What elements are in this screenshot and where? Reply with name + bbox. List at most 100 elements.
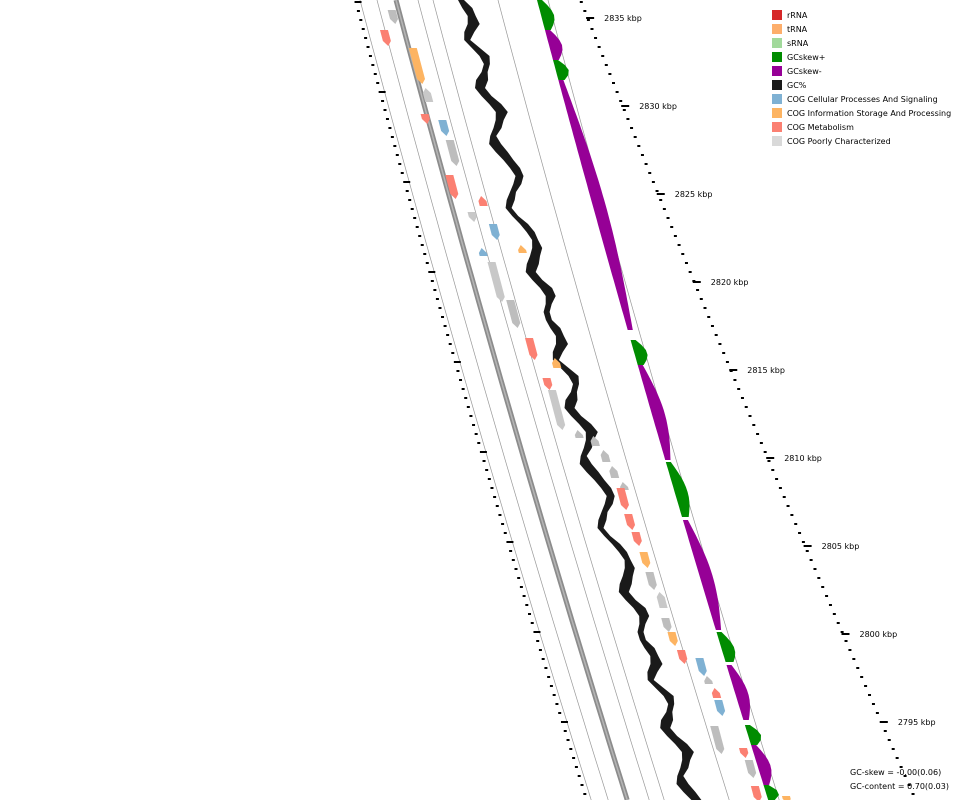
gc-skew-positive [537,0,555,30]
gc-content-band [458,0,702,800]
gene-arrow [438,120,450,136]
tick-label: 2810 kbp [784,454,822,463]
gene-arrow [487,262,505,302]
legend-label: rRNA [787,10,808,20]
gene-arrow [542,378,553,390]
gene-arrow [739,748,749,758]
gene-arrow [609,466,620,478]
legend-item: COG Metabolism [772,120,951,134]
legend-label: COG Cellular Processes And Signaling [787,94,938,104]
gc-skew-track [537,0,779,800]
legend-swatch [772,10,782,20]
gene-arrow [710,726,725,754]
guide-line [417,0,650,800]
gene-arrow [506,300,521,328]
tick-label: 2795 kbp [898,718,936,727]
gc-skew-negative [682,520,722,630]
guide-line [432,0,665,800]
gene-arrow [750,786,762,800]
gc-skew-positive [665,462,690,517]
gene-arrow [744,760,757,778]
legend-label: GCskew- [787,66,822,76]
backbone [393,0,630,800]
legend-swatch [772,108,782,118]
legend-swatch [772,38,782,48]
legend-swatch [772,80,782,90]
gc-skew-positive [553,60,569,80]
legend-item: rRNA [772,8,951,22]
gene-arrow [478,196,488,206]
gc-skew-positive [630,340,648,365]
gene-arrow [781,796,791,800]
gene-arrow [379,30,391,46]
gene-arrow [645,572,657,590]
legend-item: COG Information Storage And Processing [772,106,951,120]
gene-arrow [695,658,707,676]
legend-item: COG Poorly Characterized [772,134,951,148]
gene-arrow [478,248,488,256]
legend-label: COG Information Storage And Processing [787,108,952,118]
legend-swatch [772,52,782,62]
gc-skew-positive [716,632,736,662]
legend-item: sRNA [772,36,951,50]
guide-line [547,0,780,800]
gene-arrow [600,450,611,462]
gene-arrow [552,358,562,368]
gene-arrow [488,224,500,240]
scale-labels: 2835 kbp 2830 kbp 2825 kbp 2820 kbp 2815 kbp… [586,14,936,727]
legend-label: COG Poorly Characterized [787,136,891,146]
gene-arrow [408,48,426,84]
backbone-highlight [395,0,628,800]
tick-label: 2830 kbp [639,102,677,111]
legend-swatch [772,94,782,104]
tick-label: 2835 kbp [604,14,642,23]
legend-label: GCskew+ [787,52,826,62]
gc-skew-negative [726,665,750,720]
legend-item: GCskew- [772,64,951,78]
gene-arrow [445,140,460,166]
gc-skew-negative [751,745,772,785]
gene-arrow [387,10,399,24]
tick-label: 2825 kbp [675,190,713,199]
gene-arrow [547,390,566,430]
gene-arrow [422,88,434,102]
guide-line [376,0,609,800]
guide-line [497,0,730,800]
tick-label: 2805 kbp [822,542,860,551]
legend-swatch [772,122,782,132]
legend-swatch [772,136,782,146]
gene-arrow [639,552,651,568]
gene-arrow [420,114,430,124]
legend-item: COG Cellular Processes And Signaling [772,92,951,106]
gc-skew-negative [637,365,671,460]
gc-skew-negative [558,80,633,330]
legend-label: GC% [787,80,807,90]
gene-arrow [518,245,527,253]
gene-arrow [524,338,538,360]
scale-ticks [354,1,915,795]
gene-arrow [445,175,459,199]
gene-arrow [656,592,668,608]
tick-label: 2800 kbp [859,630,897,639]
tick-label: 2820 kbp [711,278,749,287]
backbone-line [393,0,630,800]
legend-item: GCskew+ [772,50,951,64]
tick-label: 2815 kbp [747,366,785,375]
gene-arrow [704,676,713,684]
guide-line [359,0,592,800]
gc-content-stat: GC-content = 0.70(0.03) [850,782,949,791]
gene-arrow [624,514,636,530]
legend-item: GC% [772,78,951,92]
legend-swatch [772,66,782,76]
gc-skew-negative [545,30,563,60]
legend-label: COG Metabolism [787,122,854,132]
gene-arrow [676,650,688,664]
gc-skew-positive [744,725,761,745]
legend-item: tRNA [772,22,951,36]
gene-arrow [574,430,584,438]
gene-arrow [667,632,678,646]
legend: rRNA tRNA sRNA GCskew+ GCskew- GC% COG C… [772,8,951,148]
gc-skew-positive [763,785,779,800]
sequence-stats: GC-skew = -0.00(0.06) GC-content = 0.70(… [850,766,949,794]
